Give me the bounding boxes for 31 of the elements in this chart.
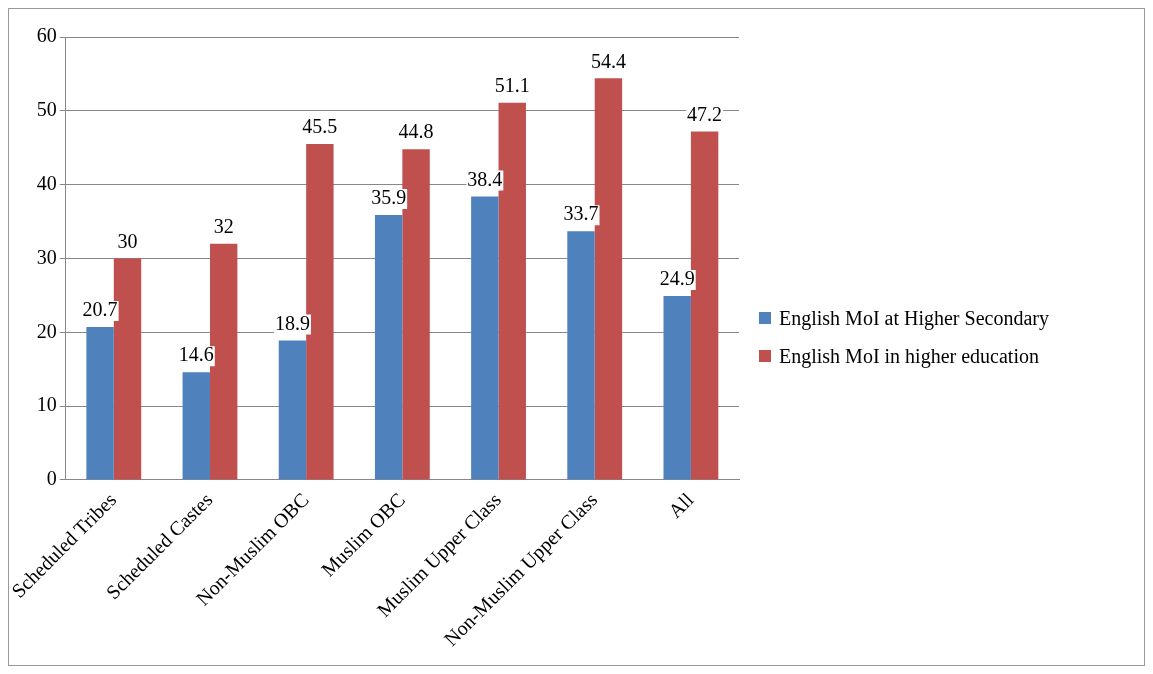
bar	[374, 214, 403, 480]
bar	[567, 231, 595, 480]
y-tick-label: 20	[36, 319, 57, 342]
data-label: 20.7	[82, 298, 118, 321]
y-tick-label: 60	[36, 24, 57, 47]
data-label: 33.7	[563, 202, 599, 225]
data-label: 24.9	[659, 267, 695, 290]
data-label: 35.9	[371, 186, 407, 209]
data-label: 51.1	[494, 73, 530, 96]
data-label: 54.4	[590, 49, 626, 72]
data-label: 14.6	[178, 343, 214, 366]
data-label: 44.8	[398, 120, 434, 143]
y-tick-label: 50	[36, 98, 57, 121]
legend-label: English MoI in higher education	[779, 344, 1039, 368]
data-label: 18.9	[274, 311, 310, 334]
data-label: 47.2	[687, 102, 723, 125]
bar	[471, 196, 499, 480]
y-tick-label: 40	[36, 171, 57, 194]
bar	[663, 296, 691, 480]
bar	[86, 327, 114, 480]
data-label: 45.5	[302, 115, 338, 138]
data-label: 38.4	[467, 167, 503, 190]
y-tick-label: 10	[36, 393, 57, 416]
data-label: 30	[117, 229, 138, 252]
bar	[182, 372, 210, 480]
legend-label: English MoI at Higher Secondary	[779, 306, 1049, 330]
data-label: 32	[213, 214, 234, 237]
y-tick-label: 0	[46, 467, 57, 490]
x-tick-label: All	[663, 488, 698, 522]
y-tick-label: 30	[36, 245, 57, 268]
bar	[278, 340, 307, 480]
